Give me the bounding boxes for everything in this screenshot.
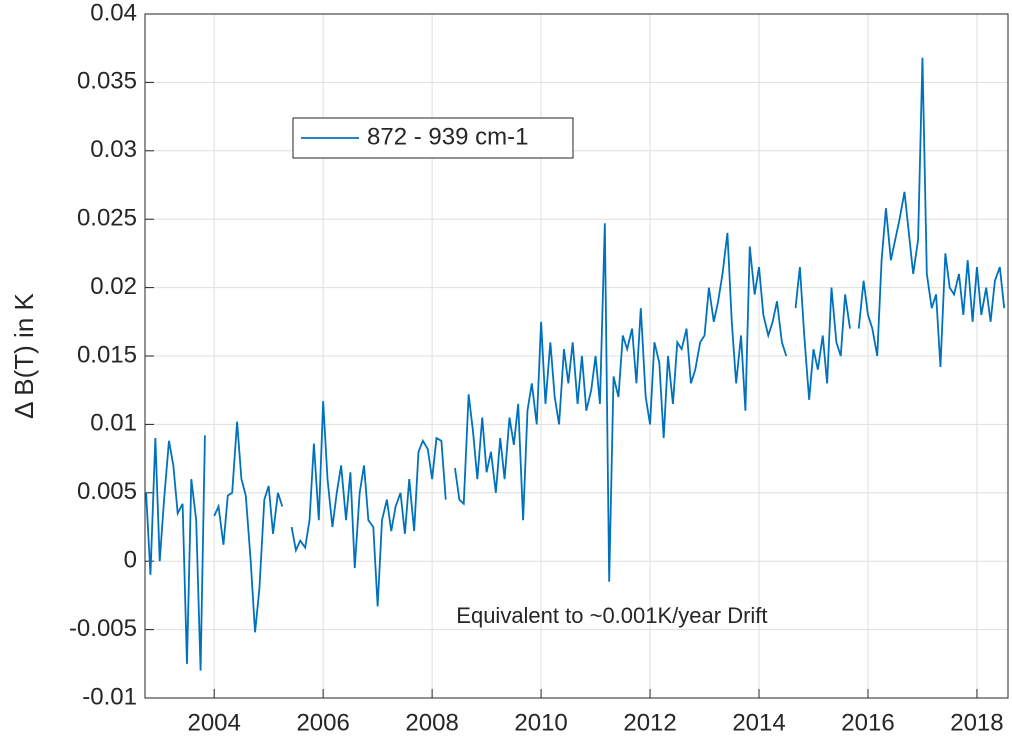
x-tick-label: 2008: [405, 709, 458, 736]
annotation: Equivalent to ~0.001K/year Drift: [456, 603, 767, 628]
data-line: [145, 57, 1006, 671]
y-tick-label: -0.005: [69, 615, 137, 642]
x-tick-label: 2016: [841, 709, 894, 736]
axes-box: [144, 13, 1009, 699]
y-axis-label: Δ B(T) in K: [9, 292, 39, 418]
y-tick-label: 0.035: [77, 68, 137, 95]
y-tick-label: 0.015: [77, 341, 137, 368]
x-tick-label: 2010: [514, 709, 567, 736]
y-tick-label: 0.04: [90, 0, 137, 26]
y-tick-label: 0.02: [90, 273, 137, 300]
y-tick-label: 0: [124, 547, 137, 574]
y-tick-label: 0.025: [77, 205, 137, 232]
x-tick-label: 2018: [950, 709, 1003, 736]
x-tick-label: 2012: [623, 709, 676, 736]
x-tick-label: 2004: [187, 709, 240, 736]
legend-label: 872 - 939 cm-1: [367, 123, 528, 150]
x-tick-label: 2014: [732, 709, 785, 736]
y-tick-label: 0.01: [90, 410, 137, 437]
y-tick-label: -0.01: [82, 683, 137, 710]
legend: 872 - 939 cm-1: [292, 117, 574, 159]
y-tick-label: 0.03: [90, 136, 137, 163]
x-tick-label: 2006: [296, 709, 349, 736]
y-tick-label: 0.005: [77, 478, 137, 505]
